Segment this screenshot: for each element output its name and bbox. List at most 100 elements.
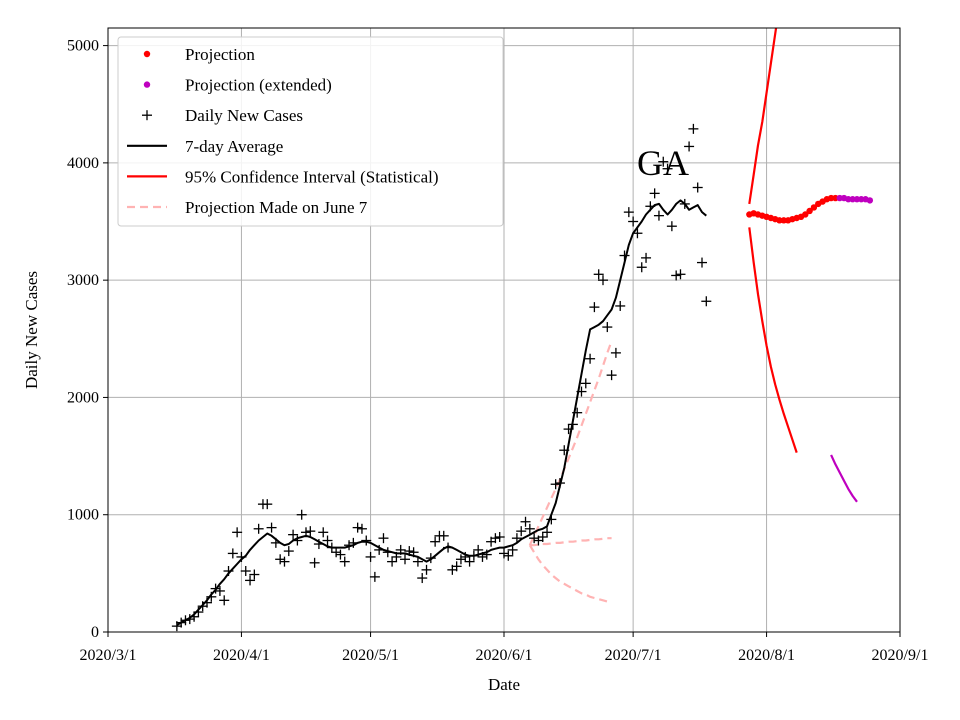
legend-label: Daily New Cases [185, 106, 303, 125]
legend-label: 95% Confidence Interval (Statistical) [185, 167, 439, 186]
daily-case-marker [451, 561, 462, 572]
daily-case-marker [266, 522, 277, 533]
daily-case-marker [507, 544, 518, 555]
daily-case-marker [339, 556, 350, 567]
daily-case-marker [516, 526, 527, 537]
x-tick-label: 2020/4/1 [213, 647, 270, 664]
legend-item: 7-day Average [127, 137, 283, 156]
y-tick-label: 3000 [67, 272, 99, 289]
daily-case-marker [606, 370, 617, 381]
y-tick-label: 5000 [67, 38, 99, 55]
daily-case-marker [675, 269, 686, 280]
y-tick-label: 0 [91, 624, 99, 641]
daily-case-marker [598, 275, 608, 286]
daily-case-marker [589, 302, 600, 313]
june7-projection-lower [528, 544, 612, 604]
daily-case-marker [245, 575, 256, 586]
plot-area [171, 28, 874, 632]
daily-case-marker [653, 210, 664, 221]
legend-label: Projection [185, 45, 255, 64]
legend-marker-dot [143, 81, 151, 88]
x-tick-label: 2020/7/1 [605, 647, 662, 664]
daily-case-marker [352, 522, 363, 533]
legend-box [117, 36, 504, 227]
seven-day-average-line [176, 199, 707, 626]
daily-case-marker [649, 188, 660, 199]
legend-marker-plus [142, 110, 152, 121]
daily-case-marker [318, 527, 329, 538]
daily-case-marker [585, 353, 596, 364]
legend-item: Projection [143, 45, 255, 64]
daily-case-marker [542, 527, 553, 538]
daily-case-marker [400, 554, 410, 565]
daily-case-marker [550, 479, 561, 490]
daily-case-marker [331, 547, 342, 558]
legend: Projection Projection (extended) Daily New… [117, 36, 504, 227]
daily-case-marker [511, 533, 522, 544]
daily-case-marker [473, 544, 484, 555]
june7-projection-middle [529, 537, 612, 547]
daily-case-marker [356, 523, 367, 534]
daily-case-marker [262, 499, 273, 510]
y-axis: 0 1000 2000 3000 4000 5000 [67, 38, 108, 641]
y-tick-label: 4000 [67, 155, 99, 172]
daily-case-marker [697, 257, 707, 268]
daily-case-marker [615, 300, 626, 311]
daily-case-marker [494, 532, 505, 543]
legend-item: Projection Made on June 7 [127, 198, 368, 217]
daily-case-marker [387, 556, 398, 567]
legend-item: 95% Confidence Interval (Statistical) [127, 167, 439, 186]
projection-extended-point [866, 197, 874, 204]
daily-case-marker [666, 221, 677, 232]
daily-case-marker [421, 564, 432, 575]
daily-case-marker [227, 548, 238, 559]
y-tick-label: 1000 [67, 507, 99, 524]
daily-case-marker [430, 536, 441, 547]
x-tick-label: 2020/5/1 [342, 647, 399, 664]
daily-case-marker [641, 252, 652, 263]
y-tick-label: 2000 [67, 389, 99, 406]
x-tick-label: 2020/3/1 [80, 647, 137, 664]
x-tick-label: 2020/6/1 [476, 647, 533, 664]
daily-case-marker [636, 262, 647, 273]
legend-marker-dot [143, 50, 151, 58]
daily-case-marker [593, 269, 604, 280]
daily-case-marker [219, 595, 230, 606]
daily-case-marker [275, 554, 286, 565]
daily-case-marker [537, 532, 548, 543]
daily-case-marker [365, 551, 376, 562]
ci-lower-line [748, 227, 798, 453]
daily-case-marker [253, 523, 264, 534]
ci-lower-extended-line [830, 454, 858, 503]
daily-case-marker [602, 322, 613, 333]
daily-case-marker [499, 548, 509, 559]
daily-case-marker [417, 573, 428, 584]
projection-point [810, 204, 818, 211]
june7-projection-upper [528, 340, 613, 546]
daily-case-marker [688, 123, 699, 134]
projection-point [806, 207, 813, 215]
daily-case-marker [305, 526, 316, 537]
daily-case-marker [249, 569, 260, 580]
daily-case-marker [658, 156, 669, 167]
x-tick-label: 2020/8/1 [738, 647, 795, 664]
daily-case-marker [503, 550, 514, 561]
daily-case-marker [279, 556, 290, 567]
state-annotation: GA [637, 143, 689, 183]
legend-item: Projection (extended) [143, 76, 332, 95]
daily-case-marker [524, 523, 535, 534]
daily-case-marker [662, 163, 673, 174]
daily-case-marker [580, 378, 591, 389]
daily-case-marker [335, 549, 346, 560]
daily-case-marker [692, 182, 703, 193]
daily-case-marker [232, 527, 243, 538]
x-axis-label: Date [488, 675, 520, 694]
x-tick-label: 2020/9/1 [872, 647, 929, 664]
daily-case-marker [240, 566, 251, 577]
daily-case-marker [288, 529, 299, 540]
daily-case-marker [369, 571, 380, 582]
legend-label: Projection (extended) [185, 76, 332, 95]
daily-case-marker [628, 216, 639, 227]
daily-case-marker [684, 141, 695, 152]
daily-case-marker [464, 556, 475, 567]
